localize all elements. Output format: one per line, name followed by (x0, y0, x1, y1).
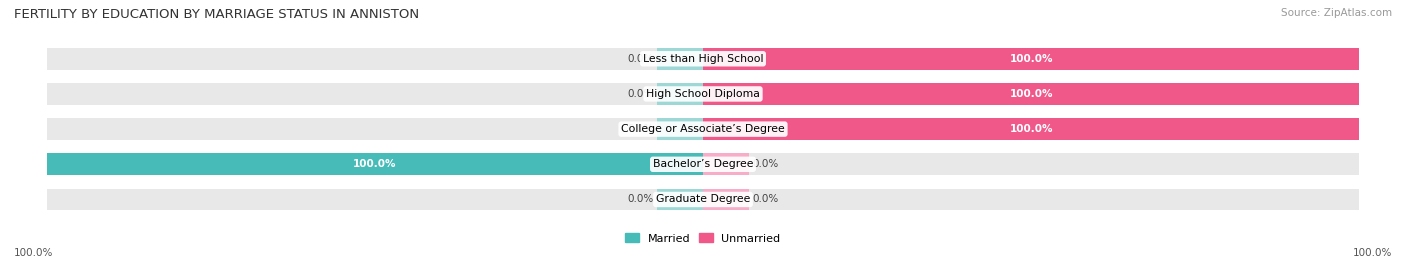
Text: College or Associate’s Degree: College or Associate’s Degree (621, 124, 785, 134)
Bar (703, 83, 1360, 105)
Bar (703, 189, 749, 210)
Text: 0.0%: 0.0% (627, 54, 654, 64)
Text: 100.0%: 100.0% (1353, 248, 1392, 258)
Text: 100.0%: 100.0% (1010, 54, 1053, 64)
Bar (703, 189, 1360, 210)
Text: 0.0%: 0.0% (627, 89, 654, 99)
Text: Less than High School: Less than High School (643, 54, 763, 64)
Bar (46, 48, 703, 70)
Bar (657, 118, 703, 140)
Text: Source: ZipAtlas.com: Source: ZipAtlas.com (1281, 8, 1392, 18)
Bar (703, 153, 1360, 175)
Bar (703, 118, 1360, 140)
Text: 100.0%: 100.0% (14, 248, 53, 258)
Text: 100.0%: 100.0% (353, 159, 396, 169)
Text: Graduate Degree: Graduate Degree (655, 194, 751, 204)
Text: High School Diploma: High School Diploma (647, 89, 759, 99)
Text: FERTILITY BY EDUCATION BY MARRIAGE STATUS IN ANNISTON: FERTILITY BY EDUCATION BY MARRIAGE STATU… (14, 8, 419, 21)
Bar (657, 48, 703, 70)
Text: 0.0%: 0.0% (627, 194, 654, 204)
Text: 100.0%: 100.0% (1010, 89, 1053, 99)
Text: Bachelor’s Degree: Bachelor’s Degree (652, 159, 754, 169)
Bar (46, 153, 703, 175)
Text: 0.0%: 0.0% (752, 194, 779, 204)
Bar (657, 189, 703, 210)
Bar (46, 118, 703, 140)
Text: 100.0%: 100.0% (1010, 124, 1053, 134)
Bar (703, 48, 1360, 70)
Legend: Married, Unmarried: Married, Unmarried (621, 229, 785, 248)
Bar (46, 83, 703, 105)
Text: 0.0%: 0.0% (752, 159, 779, 169)
Bar (46, 153, 703, 175)
Bar (703, 153, 749, 175)
Bar (657, 83, 703, 105)
Text: 0.0%: 0.0% (627, 124, 654, 134)
Bar (703, 118, 1360, 140)
Bar (46, 189, 703, 210)
Bar (703, 83, 1360, 105)
Bar (703, 48, 1360, 70)
